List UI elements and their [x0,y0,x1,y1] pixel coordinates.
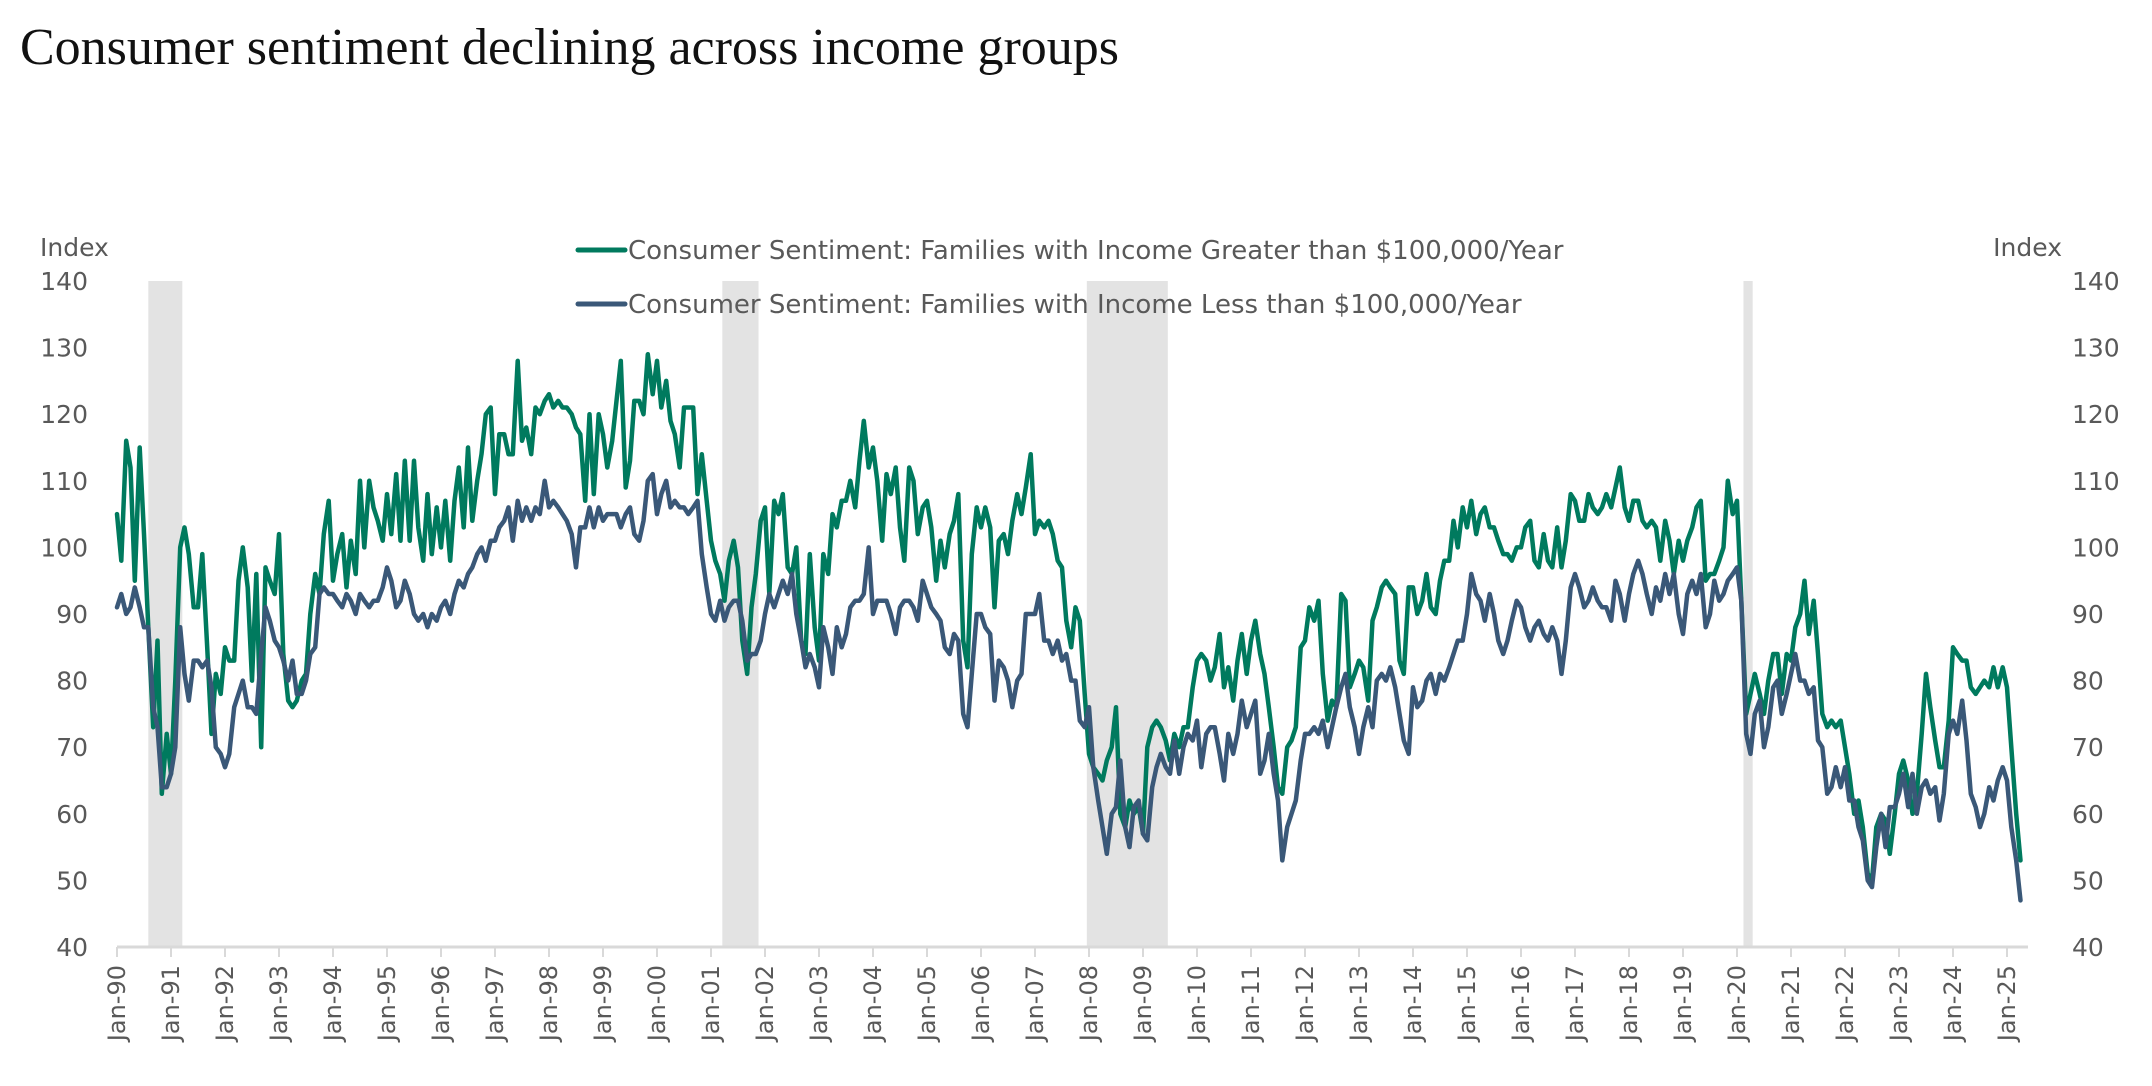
y-tick-label-left: 120 [40,400,88,429]
y-tick-label-right: 60 [2072,800,2104,829]
x-tick-label: Jan-23 [1885,965,1913,1043]
left-axis-label: Index [40,233,109,262]
page-title: Consumer sentiment declining across inco… [20,19,1120,76]
legend-label-high-income: Consumer Sentiment: Families with Income… [628,236,1564,266]
x-tick-label: Jan-01 [697,965,725,1043]
x-tick-label: Jan-97 [481,965,509,1043]
x-tick-label: Jan-02 [751,965,779,1043]
x-tick-label: Jan-03 [805,965,833,1043]
x-tick-label: Jan-09 [1129,965,1157,1043]
legend-item-high-income: Consumer Sentiment: Families with Income… [575,236,1564,266]
x-tick-label: Jan-90 [103,965,131,1043]
x-tick-label: Jan-16 [1507,965,1535,1043]
x-tick-label: Jan-15 [1453,965,1481,1043]
x-tick-label: Jan-13 [1345,965,1373,1043]
x-tick-label: Jan-05 [913,965,941,1043]
x-tick-label: Jan-24 [1939,965,1967,1043]
y-tick-label-right: 40 [2072,933,2104,962]
y-tick-label-right: 130 [2072,334,2120,363]
x-tick-label: Jan-96 [427,965,455,1043]
x-tick-label: Jan-92 [211,965,239,1043]
y-tick-label-right: 90 [2072,600,2104,629]
y-tick-label-left: 50 [56,866,88,895]
x-tick-label: Jan-21 [1777,965,1805,1043]
y-tick-label-right: 100 [2072,533,2120,562]
legend-label-low-income: Consumer Sentiment: Families with Income… [628,290,1522,320]
x-tick-label: Jan-04 [859,965,887,1043]
legend-item-low-income: Consumer Sentiment: Families with Income… [575,290,1522,320]
x-tick-label: Jan-98 [535,965,563,1043]
y-tick-label-left: 100 [40,533,88,562]
x-tick-label: Jan-08 [1075,965,1103,1043]
y-tick-label-right: 50 [2072,866,2104,895]
x-tick-label: Jan-07 [1021,965,1049,1043]
right-axis-label: Index [1993,233,2062,262]
y-tick-label-right: 70 [2072,733,2104,762]
y-tick-label-left: 80 [56,667,88,696]
legend: Consumer Sentiment: Families with Income… [575,236,1564,320]
x-tick-label: Jan-14 [1399,965,1427,1043]
x-tick-label: Jan-95 [373,965,401,1043]
x-tick-label: Jan-18 [1615,965,1643,1043]
x-tick-label: Jan-93 [265,965,293,1043]
y-tick-label-left: 60 [56,800,88,829]
y-axis-right: 40 50 60 70 80 90 100 110 120 130 140 [2072,267,2120,962]
x-tick-label: Jan-22 [1831,965,1859,1043]
x-tick-label: Jan-12 [1291,965,1319,1043]
series-line-high-income [114,352,2023,883]
y-tick-label-left: 90 [56,600,88,629]
y-tick-label-left: 140 [40,267,88,296]
y-tick-label-right: 110 [2072,467,2120,496]
y-tick-label-right: 140 [2072,267,2120,296]
x-tick-label: Jan-25 [1993,965,2021,1043]
x-tick-label: Jan-11 [1237,965,1265,1043]
x-tick-label: Jan-99 [589,965,617,1043]
x-tick-label: Jan-17 [1561,965,1589,1043]
x-tick-label: Jan-94 [319,965,347,1043]
y-tick-label-left: 130 [40,334,88,363]
y-tick-label-right: 120 [2072,400,2120,429]
x-tick-label: Jan-20 [1723,965,1751,1043]
x-tick-label: Jan-06 [967,965,995,1043]
series-lines [114,352,2023,903]
x-tick-label: Jan-10 [1183,965,1211,1043]
y-tick-label-left: 110 [40,467,88,496]
recession-band-3 [1743,281,1753,947]
series-line-low-income [114,471,2023,903]
y-axis-left: 40 50 60 70 80 90 100 110 120 130 140 [40,267,88,962]
y-tick-label-left: 40 [56,933,88,962]
x-tick-label: Jan-00 [643,965,671,1043]
x-tick-label: Jan-91 [157,965,185,1043]
y-tick-label-right: 80 [2072,667,2104,696]
x-tick-label: Jan-19 [1669,965,1697,1043]
y-tick-label-left: 70 [56,733,88,762]
x-axis: Jan-90 Jan-91 Jan-92 Jan-93 Jan-94 Jan-95 Jan-… [103,945,2028,1043]
